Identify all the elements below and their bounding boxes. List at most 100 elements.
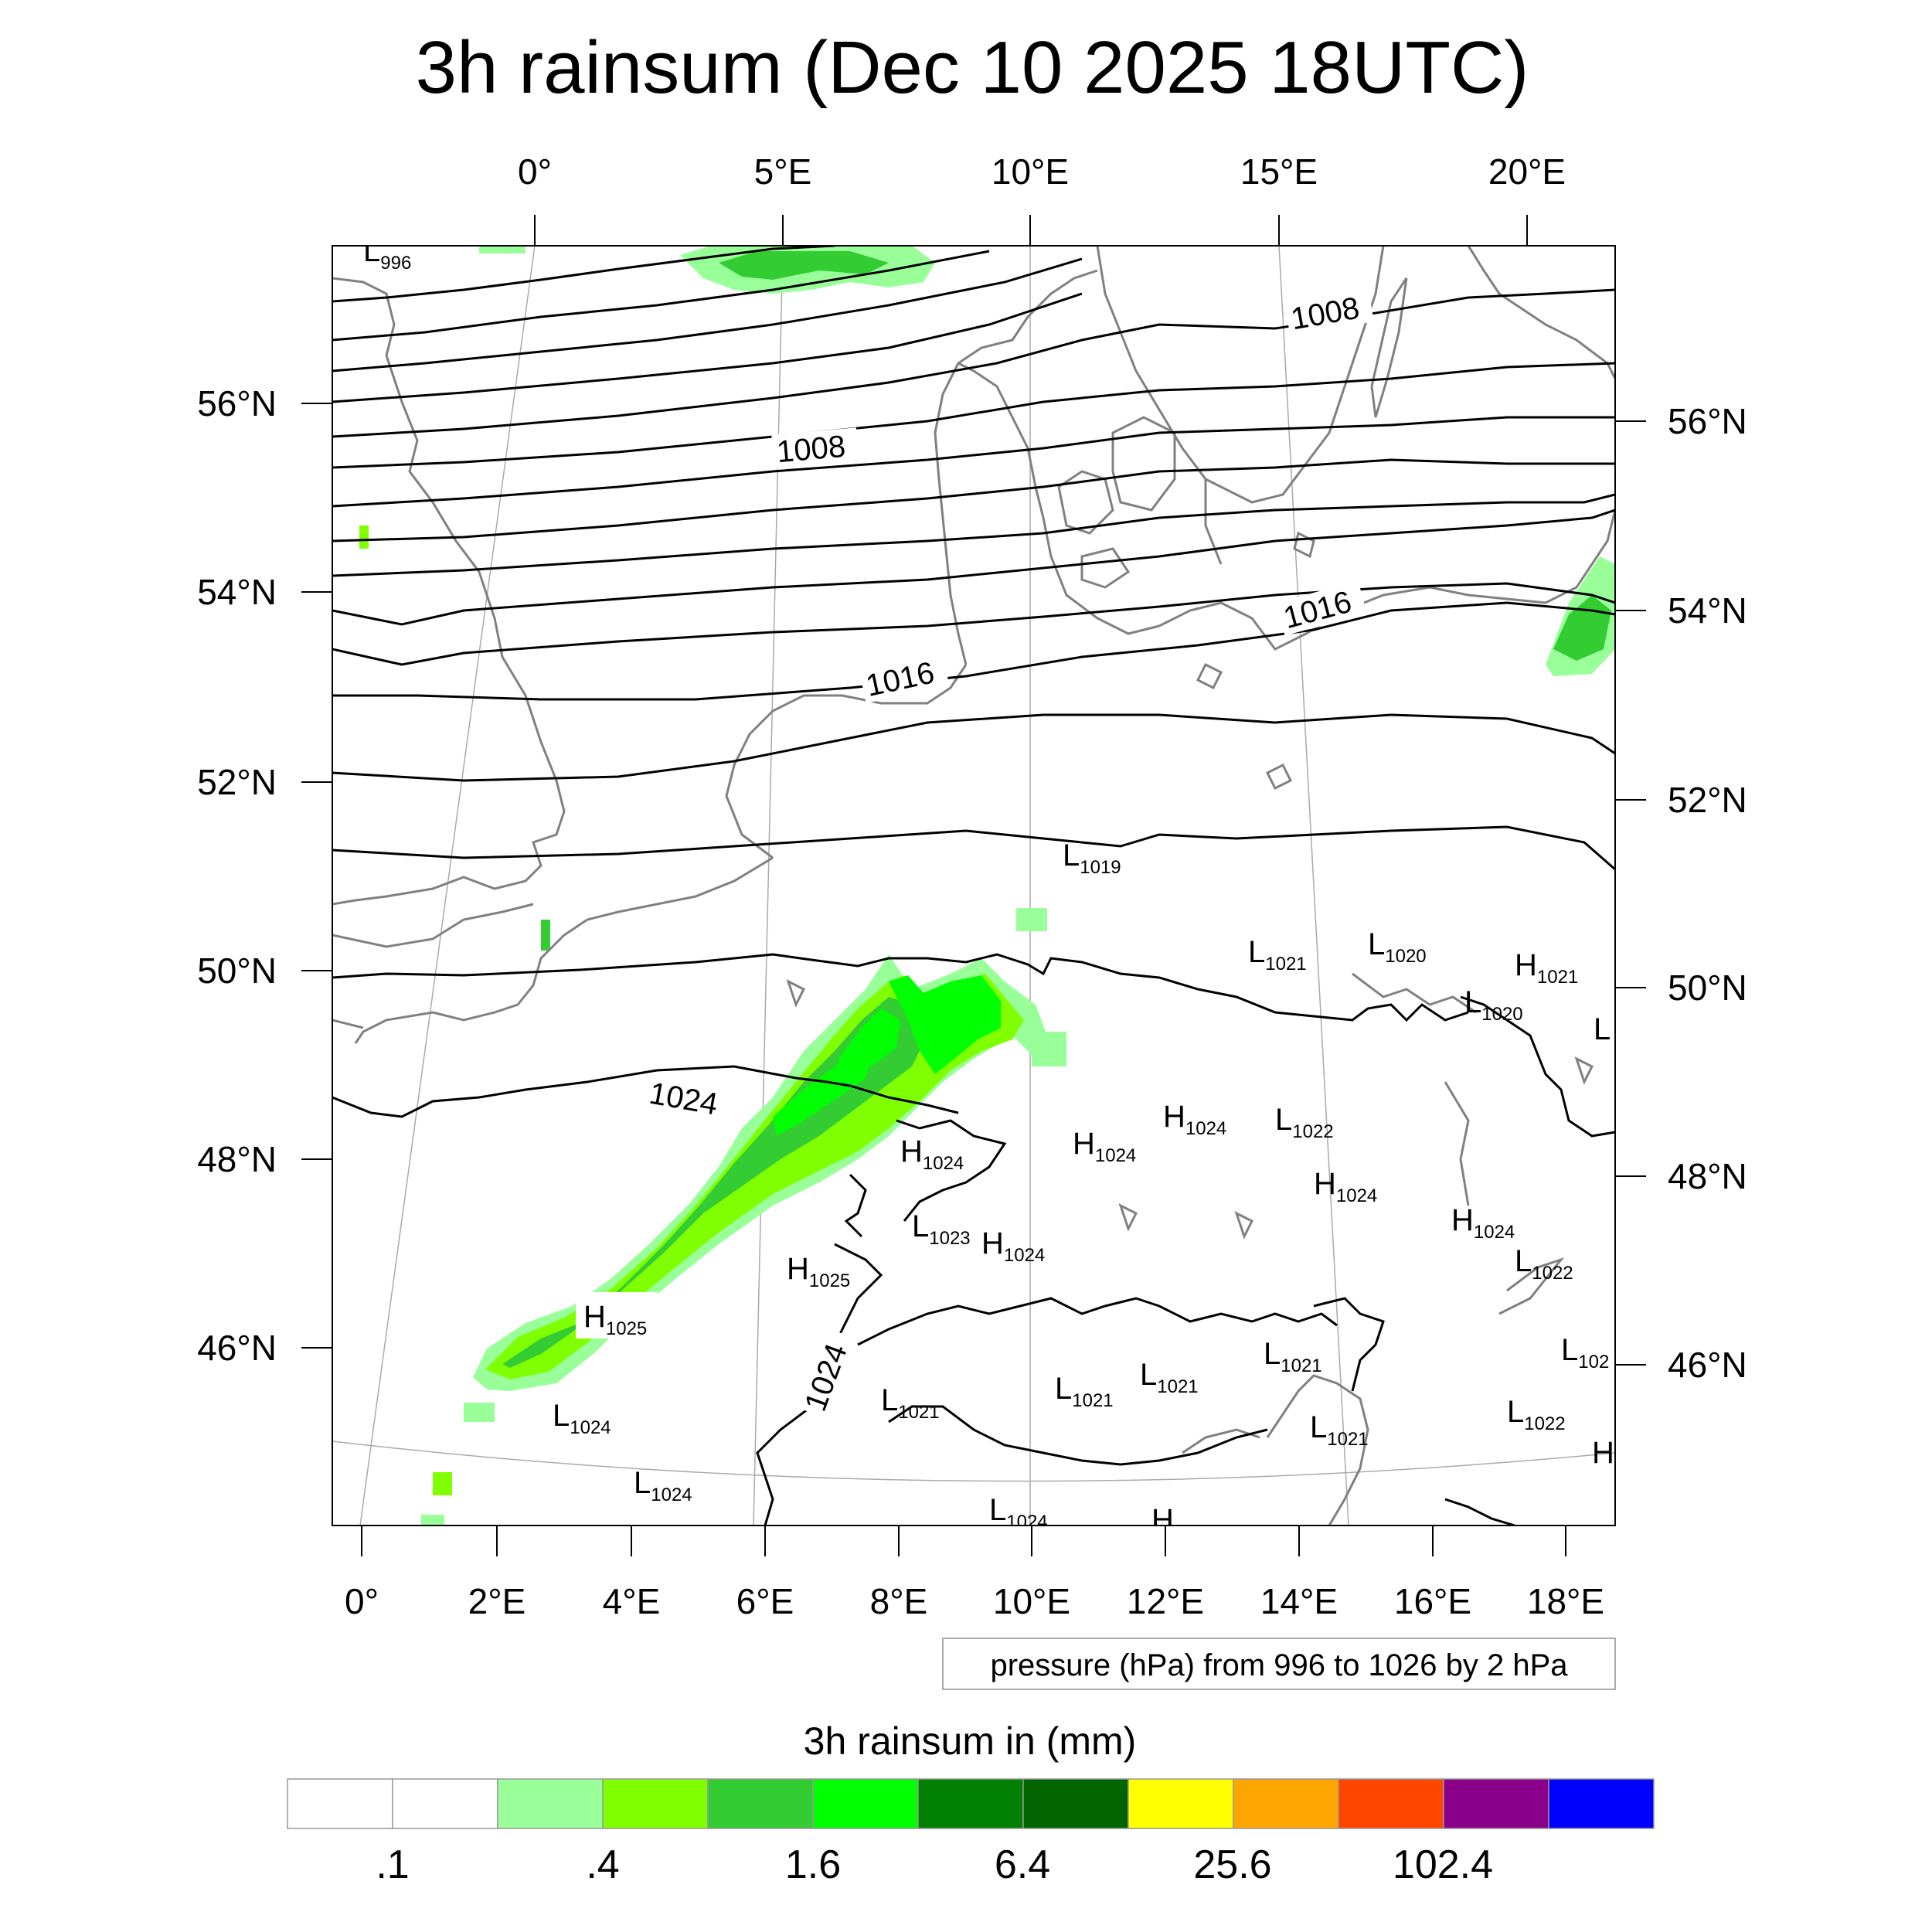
colorbar-cell (1128, 1778, 1234, 1829)
rain-patch-small (1016, 908, 1047, 931)
pressure-center: L1021 (1310, 1410, 1369, 1450)
left-lat-label: 56°N (197, 383, 277, 423)
pressure-center: L (1594, 1012, 1611, 1046)
colorbar-cell (1233, 1778, 1339, 1829)
pressure-center: L1022 (1275, 1103, 1334, 1142)
pressure-center: L1021 (1055, 1372, 1114, 1411)
pressure-center: L102 (1561, 1333, 1609, 1372)
colorbar-cell (287, 1778, 393, 1829)
left-lat-label: 50°N (197, 951, 277, 991)
colorbar-cell (1022, 1778, 1129, 1829)
right-latitude-labels: 56°N 54°N 52°N 50°N 48°N 46°N (1668, 401, 1747, 1385)
bottom-lon-label: 0° (345, 1581, 379, 1621)
pressure-center: L1024 (989, 1493, 1048, 1532)
top-longitude-labels: 0° 5°E 10°E 15°E 20°E (518, 151, 1566, 192)
rain-patch-small (479, 246, 526, 253)
pressure-center: L1022 (1515, 1244, 1573, 1284)
colorbar-labels: .1 .4 1.6 6.4 25.6 102.4 (376, 1842, 1493, 1887)
pressure-center: L1021 (881, 1383, 940, 1423)
right-lat-label: 54°N (1668, 590, 1747, 631)
colorbar-label: .1 (376, 1842, 409, 1887)
right-lat-ticks (1615, 420, 1646, 1366)
pressure-center: L1021 (1264, 1337, 1322, 1376)
contour-label: 1024 (798, 1339, 854, 1416)
colorbar-cell (1548, 1778, 1655, 1829)
pressure-center: L1024 (553, 1399, 611, 1438)
map-frame (332, 245, 1616, 1526)
rain-core-bright (889, 975, 1001, 1074)
top-lon-label: 5°E (754, 151, 812, 192)
colorbar-cell (1443, 1778, 1549, 1829)
rain-patch-small (359, 526, 369, 549)
left-lat-ticks (301, 403, 332, 1349)
colorbar-label: 6.4 (995, 1842, 1050, 1887)
top-lon-label: 15°E (1240, 151, 1318, 192)
pressure-center: L1024 (634, 1466, 692, 1505)
bottom-lon-label: 16°E (1394, 1581, 1471, 1621)
colorbar-cell (497, 1778, 604, 1829)
pressure-center: L1019 (1063, 838, 1121, 878)
pressure-center: L1022 (1507, 1395, 1566, 1434)
colorbar-title: 3h rainsum in (mm) (804, 1719, 1137, 1763)
rain-patch-small (1032, 1032, 1066, 1066)
top-ticks (534, 215, 1528, 246)
colorbar-cell (392, 1778, 498, 1829)
rain-patch-small (421, 1515, 444, 1526)
map-title: 3h rainsum (Dec 10 2025 18UTC) (416, 26, 1529, 109)
pressure-center: L1020 (1464, 985, 1523, 1025)
pressure-center: L1023 (912, 1209, 971, 1249)
pressure-center: L1021 (1140, 1358, 1199, 1397)
pressure-center: H1025 (583, 1300, 647, 1339)
bottom-lon-label: 14°E (1260, 1581, 1338, 1621)
contour-label: 1008 (775, 430, 846, 470)
colorbar-cell (1338, 1778, 1444, 1829)
map-area: 1008 1008 1016 1016 1024 1024 L996 L1019… (332, 234, 1615, 1537)
rain-patch-small (464, 1403, 495, 1422)
rain-shading (359, 246, 1615, 1526)
bottom-ticks (361, 1526, 1566, 1556)
contour-label: 1024 (647, 1077, 720, 1122)
colorbar-label: 102.4 (1393, 1842, 1493, 1887)
pressure-center: H1024 (1314, 1167, 1377, 1206)
colorbar-label: 1.6 (785, 1842, 841, 1887)
bottom-lon-label: 10°E (993, 1581, 1070, 1621)
contour-info-box (942, 1638, 1616, 1690)
pressure-centers: L996 L1019 L1021 L1020 H1021 L1020 L H10… (363, 234, 1614, 1537)
contour-info-text: pressure (hPa) from 996 to 1026 by 2 hPa (990, 1648, 1568, 1682)
colorbar (287, 1778, 1655, 1829)
bottom-lon-label: 2°E (468, 1581, 526, 1621)
right-lat-label: 56°N (1668, 401, 1747, 441)
bottom-lon-label: 6°E (736, 1581, 794, 1621)
left-lat-label: 46°N (197, 1328, 277, 1368)
rain-patch-north (719, 251, 889, 280)
pressure-center: H (1592, 1436, 1614, 1470)
contour-label: 1016 (863, 655, 937, 703)
pressure-center: H1024 (1451, 1203, 1515, 1243)
pressure-center: H1024 (1163, 1100, 1226, 1139)
top-lon-label: 0° (518, 151, 552, 192)
left-lat-label: 52°N (197, 762, 277, 802)
colorbar-cell (812, 1778, 919, 1829)
right-lat-label: 52°N (1668, 780, 1747, 820)
left-lat-label: 54°N (197, 572, 277, 612)
colorbar-cell (917, 1778, 1024, 1829)
colorbar-cell (707, 1778, 814, 1829)
bottom-lon-label: 12°E (1127, 1581, 1204, 1621)
pressure-center: H1024 (1073, 1127, 1136, 1166)
isobars (332, 246, 1615, 1526)
right-lat-label: 46°N (1668, 1345, 1747, 1385)
contour-label: 1008 (1288, 291, 1362, 337)
pressure-center: L996 (363, 234, 411, 274)
pressure-center: L1020 (1368, 927, 1427, 967)
right-lat-label: 48°N (1668, 1156, 1747, 1196)
rain-patch-small (541, 920, 550, 951)
pressure-center: H1024 (900, 1134, 964, 1174)
rain-core-bright (838, 1009, 900, 1078)
pressure-center: H1021 (1515, 948, 1578, 988)
pressure-center: H (1151, 1503, 1174, 1537)
pressure-center: H1025 (787, 1252, 850, 1291)
colorbar-label: 25.6 (1193, 1842, 1271, 1887)
pressure-center: H1024 (981, 1226, 1045, 1266)
right-lat-label: 50°N (1668, 968, 1747, 1008)
